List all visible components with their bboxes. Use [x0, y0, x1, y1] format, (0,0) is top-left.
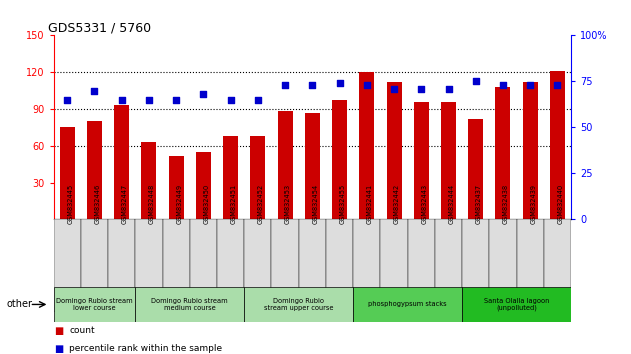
Text: GSM832452: GSM832452: [258, 184, 264, 224]
FancyBboxPatch shape: [380, 219, 408, 312]
Point: [552, 82, 562, 88]
Text: GSM832447: GSM832447: [122, 184, 127, 224]
Text: GSM832454: GSM832454: [312, 184, 319, 224]
FancyBboxPatch shape: [408, 219, 435, 312]
Text: GSM832440: GSM832440: [557, 184, 563, 224]
Text: GSM832445: GSM832445: [68, 184, 73, 224]
Point: [253, 97, 263, 103]
FancyBboxPatch shape: [244, 219, 271, 312]
Bar: [87, 121, 102, 219]
FancyBboxPatch shape: [517, 219, 544, 312]
FancyBboxPatch shape: [462, 287, 571, 322]
Text: Domingo Rubio stream
medium course: Domingo Rubio stream medium course: [151, 298, 228, 311]
Bar: [141, 142, 156, 219]
Bar: [495, 87, 510, 219]
Text: GSM832438: GSM832438: [503, 184, 509, 224]
FancyBboxPatch shape: [190, 219, 217, 312]
Point: [90, 88, 100, 93]
Bar: [196, 152, 211, 219]
Point: [525, 82, 535, 88]
Text: GSM832455: GSM832455: [339, 184, 346, 224]
Text: GSM832439: GSM832439: [530, 184, 536, 224]
Text: count: count: [69, 326, 95, 336]
Point: [62, 97, 73, 103]
FancyBboxPatch shape: [298, 219, 326, 312]
Bar: [223, 136, 238, 219]
Text: GSM832441: GSM832441: [367, 184, 373, 224]
FancyBboxPatch shape: [81, 219, 108, 312]
Point: [280, 82, 290, 88]
FancyBboxPatch shape: [244, 287, 353, 322]
Text: GSM832446: GSM832446: [95, 184, 100, 224]
Point: [498, 82, 508, 88]
FancyBboxPatch shape: [135, 287, 244, 322]
FancyBboxPatch shape: [435, 219, 462, 312]
Point: [117, 97, 127, 103]
Point: [198, 91, 208, 97]
Text: phosphogypsum stacks: phosphogypsum stacks: [369, 302, 447, 307]
FancyBboxPatch shape: [135, 219, 163, 312]
Text: GSM832448: GSM832448: [149, 184, 155, 224]
FancyBboxPatch shape: [271, 219, 298, 312]
FancyBboxPatch shape: [163, 219, 190, 312]
FancyBboxPatch shape: [54, 219, 81, 312]
FancyBboxPatch shape: [217, 219, 244, 312]
Text: GSM832453: GSM832453: [285, 184, 291, 224]
Text: other: other: [6, 299, 32, 309]
Bar: [332, 101, 347, 219]
FancyBboxPatch shape: [490, 219, 517, 312]
Point: [362, 82, 372, 88]
Text: GSM832443: GSM832443: [422, 184, 427, 224]
Text: GSM832442: GSM832442: [394, 184, 400, 224]
Bar: [414, 102, 429, 219]
Point: [444, 86, 454, 92]
Text: GDS5331 / 5760: GDS5331 / 5760: [49, 21, 151, 34]
Point: [144, 97, 154, 103]
Bar: [305, 113, 320, 219]
Bar: [468, 119, 483, 219]
Bar: [387, 82, 401, 219]
Bar: [278, 112, 293, 219]
Bar: [359, 72, 374, 219]
FancyBboxPatch shape: [353, 287, 462, 322]
Text: Domingo Rubio stream
lower course: Domingo Rubio stream lower course: [56, 298, 133, 311]
Point: [389, 86, 399, 92]
Bar: [251, 136, 266, 219]
Text: GSM832451: GSM832451: [231, 184, 237, 224]
Point: [471, 79, 481, 84]
FancyBboxPatch shape: [544, 219, 571, 312]
Text: Santa Olalla lagoon
(unpolluted): Santa Olalla lagoon (unpolluted): [484, 298, 549, 311]
Text: Domingo Rubio
stream upper course: Domingo Rubio stream upper course: [264, 298, 333, 311]
Text: GSM832449: GSM832449: [176, 184, 182, 224]
FancyBboxPatch shape: [462, 219, 490, 312]
Text: GSM832437: GSM832437: [476, 184, 481, 224]
Point: [307, 82, 317, 88]
Point: [171, 97, 181, 103]
Text: ■: ■: [54, 344, 63, 354]
Text: GSM832444: GSM832444: [449, 184, 454, 224]
Text: GSM832450: GSM832450: [203, 184, 209, 224]
FancyBboxPatch shape: [54, 287, 135, 322]
Bar: [168, 156, 184, 219]
Point: [416, 86, 427, 92]
FancyBboxPatch shape: [108, 219, 135, 312]
Point: [334, 80, 345, 86]
Bar: [522, 82, 538, 219]
FancyBboxPatch shape: [353, 219, 380, 312]
Bar: [441, 102, 456, 219]
FancyBboxPatch shape: [326, 219, 353, 312]
Text: percentile rank within the sample: percentile rank within the sample: [69, 344, 223, 353]
Text: ■: ■: [54, 326, 63, 336]
Point: [226, 97, 236, 103]
Bar: [114, 105, 129, 219]
Bar: [60, 127, 74, 219]
Bar: [550, 71, 565, 219]
